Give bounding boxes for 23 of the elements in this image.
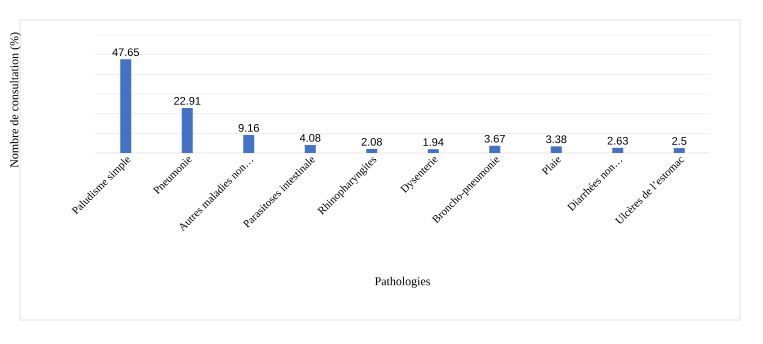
data-label: 47.65 (112, 48, 139, 56)
data-label: 1.94 (423, 138, 444, 146)
data-label: 4.08 (300, 134, 320, 142)
y-axis-title: Nombre de consultation (%) (10, 32, 21, 168)
bar (489, 146, 500, 153)
data-label: 22.91 (174, 96, 200, 105)
data-label: 2.08 (362, 138, 382, 146)
bar (182, 108, 193, 153)
bar (120, 59, 132, 153)
data-label: 2.63 (608, 136, 628, 145)
bar (243, 134, 254, 153)
data-label: 3.38 (546, 135, 566, 144)
bar (366, 148, 378, 153)
data-label: 3.67 (484, 134, 505, 143)
bar (674, 148, 685, 153)
bar (304, 144, 316, 153)
bar (550, 146, 562, 153)
bar (612, 148, 624, 153)
data-label: 9.16 (238, 124, 259, 132)
x-tick-label: Plaie (541, 157, 562, 176)
x-axis-title: Pathologies (374, 276, 430, 288)
bar (428, 149, 439, 153)
data-label: 2.5 (672, 137, 686, 145)
